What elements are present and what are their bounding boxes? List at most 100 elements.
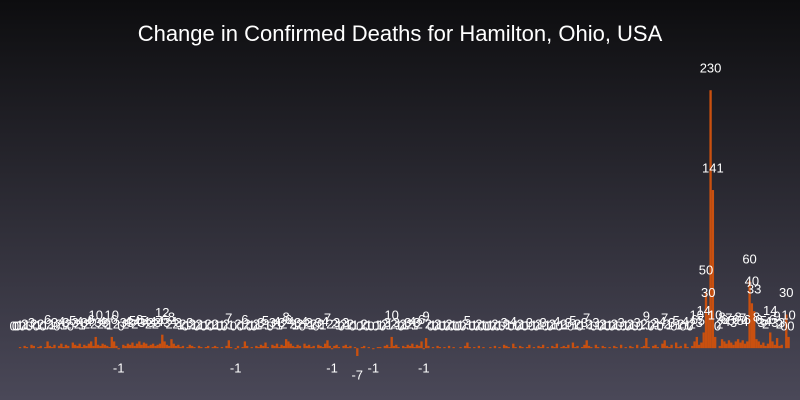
value-label: 1 [395, 317, 402, 332]
value-label: 0 [432, 319, 439, 334]
bar [413, 347, 416, 349]
value-label: 1 [351, 317, 358, 332]
bar [452, 347, 455, 349]
bar [587, 345, 591, 349]
value-label: 2 [211, 316, 218, 331]
value-label: 1 [214, 317, 221, 332]
value-label: 2 [434, 316, 441, 331]
bar [608, 347, 611, 349]
bar [161, 334, 164, 349]
value-label: 2 [535, 316, 542, 331]
bar [115, 345, 118, 349]
value-label: 0 [455, 319, 462, 334]
value-label: 30 [701, 285, 715, 300]
value-label: 0 [459, 319, 466, 334]
bar [560, 347, 563, 349]
bar [564, 347, 568, 349]
value-label: 4 [553, 314, 560, 329]
bar [367, 347, 370, 349]
value-label: -7 [351, 367, 363, 382]
value-label: 0 [207, 319, 214, 334]
value-label: 0 [576, 319, 583, 334]
value-label: 2 [289, 316, 296, 331]
bar [303, 343, 306, 349]
value-label: 2 [406, 316, 413, 331]
bar [62, 347, 65, 349]
bar [294, 347, 297, 349]
value-label: 14 [763, 303, 777, 318]
value-label: 1 [429, 317, 436, 332]
value-label: 4 [287, 314, 294, 329]
bar [601, 345, 604, 349]
value-label: 1 [551, 317, 558, 332]
bar [103, 344, 107, 349]
bar [234, 348, 237, 350]
value-label: 0 [556, 319, 563, 334]
bar [420, 341, 423, 349]
bar [112, 341, 116, 349]
bar [624, 347, 627, 349]
value-label: 0 [521, 319, 528, 334]
value-label: 1 [49, 317, 56, 332]
value-label: 2 [340, 316, 347, 331]
bar [404, 347, 407, 349]
value-label: 2 [627, 316, 634, 331]
bar [459, 347, 462, 349]
value-label: 2 [65, 316, 72, 331]
value-label: 9 [773, 308, 780, 323]
value-label: 10 [690, 307, 704, 322]
value-label: 230 [700, 61, 722, 76]
bar [697, 344, 701, 349]
value-label: 6 [44, 312, 51, 327]
value-label: 8 [734, 310, 741, 325]
value-label: 2 [650, 316, 657, 331]
bar [411, 343, 414, 349]
bar [574, 347, 577, 349]
bar [489, 347, 492, 349]
bar [156, 344, 159, 349]
bar [372, 348, 375, 350]
value-label: 1 [519, 317, 526, 332]
bar [408, 345, 412, 349]
value-label: 2 [416, 316, 423, 331]
value-label: 7 [225, 311, 232, 326]
bar [262, 345, 265, 349]
bar [216, 347, 219, 349]
value-label: 1 [572, 317, 579, 332]
bar [108, 347, 111, 349]
value-label: 2 [37, 316, 44, 331]
value-label: 0 [590, 319, 597, 334]
value-label: 7 [583, 311, 590, 326]
bar [704, 292, 708, 349]
value-label: 1 [106, 317, 113, 332]
bar [376, 347, 380, 349]
bar [200, 347, 203, 349]
bar [392, 345, 396, 349]
bar [583, 344, 586, 349]
bar [64, 344, 68, 349]
bar [743, 343, 747, 349]
bar [168, 345, 171, 349]
value-label: 2 [55, 316, 62, 331]
value-label: 10 [105, 307, 119, 322]
value-label: 2 [303, 316, 310, 331]
bar [675, 342, 678, 349]
bar [317, 344, 320, 349]
bar [342, 345, 345, 349]
bar [280, 344, 283, 349]
value-label: 0 [714, 319, 721, 334]
bar [477, 345, 481, 349]
bar [422, 348, 425, 350]
bar [353, 347, 357, 349]
value-label: 4 [723, 314, 730, 329]
value-label: 3 [154, 315, 161, 330]
bar [356, 348, 359, 356]
value-label: 5 [262, 313, 269, 328]
value-label: 3 [127, 315, 134, 330]
bar [25, 347, 29, 349]
value-label: 2 [104, 316, 111, 331]
value-label: 0 [117, 319, 124, 334]
value-label: 1 [588, 317, 595, 332]
